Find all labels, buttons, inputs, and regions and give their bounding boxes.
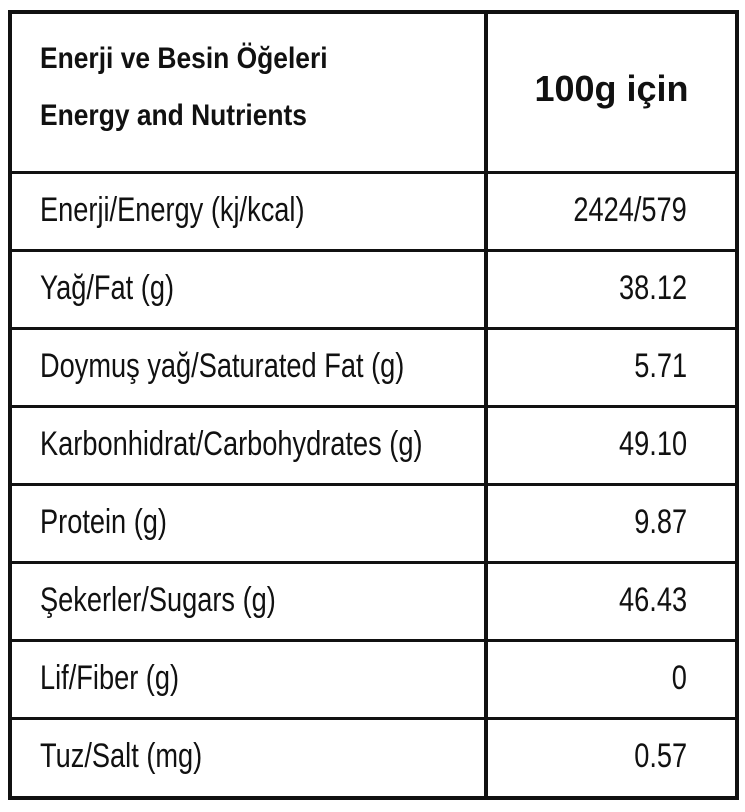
header-title-en: Energy and Nutrients [40,99,307,132]
nutrient-value: 49.10 [618,425,687,463]
nutrient-value: 0 [671,659,687,697]
nutrient-value: 0.57 [634,737,687,775]
row-border [12,717,735,720]
header-title-tr: Enerji ve Besin Öğeleri [40,42,328,75]
row-border [12,327,735,330]
nutrition-table: Enerji ve Besin Öğeleri Energy and Nutri… [8,10,739,800]
nutrient-label: Karbonhidrat/Carbohydrates (g) [40,425,423,463]
row-border [12,639,735,642]
nutrient-label: Lif/Fiber (g) [40,659,180,697]
nutrient-value: 46.43 [618,581,687,619]
nutrient-label: Tuz/Salt (mg) [40,737,203,775]
nutrient-value: 38.12 [618,269,687,307]
row-border [12,171,735,174]
nutrient-value: 5.71 [634,347,687,385]
nutrient-value: 9.87 [634,503,687,541]
nutrient-label: Şekerler/Sugars (g) [40,581,276,619]
row-border [12,483,735,486]
nutrient-value: 2424/579 [573,191,687,229]
nutrient-label: Protein (g) [40,503,167,541]
row-border [12,405,735,408]
row-border [12,249,735,252]
nutrient-label: Enerji/Energy (kj/kcal) [40,191,305,229]
row-border [12,561,735,564]
header-per: 100g için [534,68,689,109]
nutrient-label: Yağ/Fat (g) [40,269,175,307]
nutrient-label: Doymuş yağ/Saturated Fat (g) [40,347,405,385]
